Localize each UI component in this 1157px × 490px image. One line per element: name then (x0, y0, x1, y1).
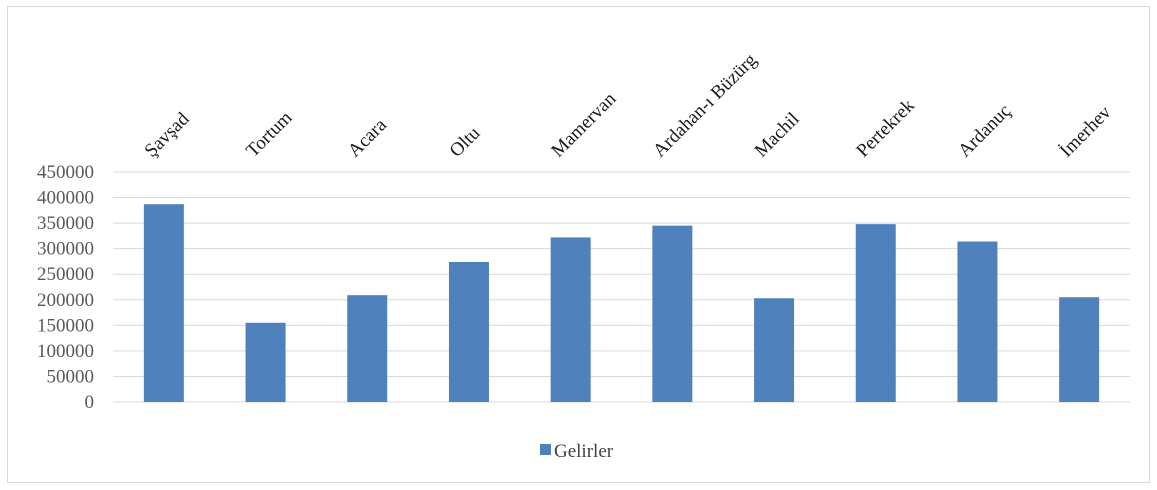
category-labels: Şavşad Tortum Acara Oltu Mamervan Ardahan-ı B… (141, 49, 1116, 161)
category-label: Mamervan (547, 88, 620, 161)
legend-swatch (540, 444, 551, 455)
legend-label: Gelirler (554, 441, 614, 462)
legend: Gelirler (540, 441, 614, 462)
y-tick-label: 200000 (37, 290, 94, 311)
y-tick-label: 400000 (37, 188, 94, 209)
y-tick-label: 50000 (47, 366, 95, 387)
category-label: Acara (344, 114, 391, 161)
y-tick-label: 100000 (37, 341, 94, 362)
category-label: Oltu (446, 122, 485, 161)
category-label: Machil (751, 109, 804, 162)
y-axis-ticks: 0 50000 100000 150000 200000 250000 300000 3500… (37, 162, 94, 413)
y-tick-label: 350000 (37, 213, 94, 234)
category-label: İmerhev (1056, 102, 1116, 162)
category-label: Ardahan-ı Büzürg (649, 49, 761, 161)
bar (855, 224, 896, 402)
bar (652, 225, 693, 402)
bar (245, 322, 286, 402)
y-tick-label: 150000 (37, 315, 94, 336)
y-tick-label: 300000 (37, 239, 94, 260)
bar (448, 261, 489, 402)
category-label: Tortum (242, 107, 296, 161)
y-tick-label: 450000 (37, 162, 94, 183)
category-label: Pertekrek (852, 95, 919, 162)
y-tick-label: 250000 (37, 264, 94, 285)
category-label: Ardanuç (954, 100, 1015, 161)
bars (143, 204, 1100, 402)
bar (550, 237, 591, 402)
bar (754, 298, 795, 402)
y-tick-label: 0 (85, 392, 95, 413)
bar (347, 295, 388, 402)
bar (143, 204, 184, 402)
category-label: Şavşad (141, 108, 194, 161)
bar (957, 241, 998, 402)
bar (1059, 297, 1100, 402)
